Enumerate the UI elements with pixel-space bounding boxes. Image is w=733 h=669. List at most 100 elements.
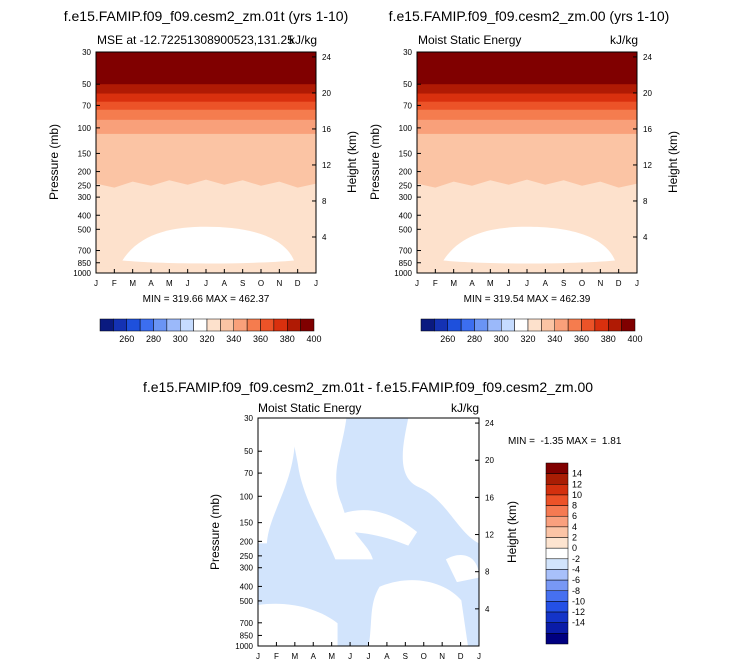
x-tick-label: A bbox=[311, 652, 317, 661]
colorbar-cell bbox=[99, 318, 114, 332]
x-tick-label: J bbox=[186, 279, 190, 288]
colorbar-label: 280 bbox=[467, 334, 482, 344]
panel-1-subtitle-right: kJ/kg bbox=[289, 33, 317, 47]
colorbar-cell bbox=[545, 505, 569, 517]
mse-band bbox=[96, 119, 316, 135]
x-tick-label: S bbox=[561, 279, 566, 288]
y-tick-label: 500 bbox=[399, 225, 413, 234]
mse-band bbox=[417, 84, 637, 95]
y-tick-label: 850 bbox=[399, 259, 413, 268]
panel-1-colorbar: 260 280 300 320 340 360 380 400 bbox=[99, 318, 322, 344]
panel-diff-plot-area bbox=[258, 418, 479, 646]
diff-positive-region bbox=[402, 418, 479, 544]
colorbar-cell bbox=[126, 318, 141, 332]
colorbar-label: 380 bbox=[280, 334, 295, 344]
y-tick-label: 400 bbox=[78, 211, 92, 220]
y-tick-label: 150 bbox=[240, 519, 254, 528]
panel-1-title: f.e15.FAMIP.f09_f09.cesm2_zm.01t (yrs 1-… bbox=[64, 8, 349, 24]
panel-1-ylabel-right: Height (km) bbox=[345, 131, 359, 193]
x-tick-label: A bbox=[148, 279, 154, 288]
colorbar-cell bbox=[545, 484, 569, 496]
panel-2-colorbar: 260 280 300 320 340 360 380 400 bbox=[420, 318, 643, 344]
panel-diff-axes: J F M A M J J A S O N D J 30 50 70 100 150 200 250 300 400 500… bbox=[235, 414, 494, 661]
colorbar-label: 300 bbox=[173, 334, 188, 344]
x-tick-label: N bbox=[276, 279, 282, 288]
colorbar-cell bbox=[545, 473, 569, 485]
colorbar-label: 320 bbox=[520, 334, 535, 344]
x-tick-label: M bbox=[291, 652, 298, 661]
colorbar-cell bbox=[545, 526, 569, 538]
panel-2-stats: MIN = 319.54 MAX = 462.39 bbox=[464, 294, 591, 305]
y-right-tick-label: 24 bbox=[643, 53, 652, 62]
y-tick-label: 850 bbox=[240, 631, 254, 640]
y-tick-label: 200 bbox=[78, 168, 92, 177]
y-tick-label: 150 bbox=[78, 149, 92, 158]
colorbar-cell bbox=[447, 318, 462, 332]
x-tick-label: F bbox=[112, 279, 117, 288]
y-tick-label: 1000 bbox=[394, 269, 412, 278]
diff-positive-region bbox=[258, 603, 338, 646]
colorbar-cell bbox=[541, 318, 555, 332]
x-tick-label: A bbox=[384, 652, 390, 661]
y-tick-label: 500 bbox=[78, 225, 92, 234]
colorbar-cell bbox=[273, 318, 288, 332]
colorbar-label: 340 bbox=[547, 334, 562, 344]
y-right-tick-label: 24 bbox=[485, 419, 494, 428]
x-tick-label: A bbox=[543, 279, 549, 288]
panel-2-ylabel: Pressure (mb) bbox=[368, 124, 382, 200]
y-tick-label: 200 bbox=[240, 537, 254, 546]
colorbar-label: 280 bbox=[146, 334, 161, 344]
y-right-tick-label: 12 bbox=[485, 531, 494, 540]
x-tick-label: D bbox=[295, 279, 301, 288]
colorbar-cell bbox=[139, 318, 154, 332]
x-tick-label: A bbox=[222, 279, 228, 288]
colorbar-cell bbox=[300, 318, 315, 332]
colorbar-label: 400 bbox=[306, 334, 321, 344]
y-right-tick-label: 20 bbox=[322, 89, 331, 98]
x-tick-label: M bbox=[166, 279, 173, 288]
x-tick-label: J bbox=[415, 279, 419, 288]
colorbar-cell bbox=[260, 318, 275, 332]
colorbar-label: 8 bbox=[572, 501, 577, 511]
colorbar-label: -14 bbox=[572, 618, 585, 628]
panel-2-plot-area bbox=[417, 52, 637, 273]
mse-band bbox=[417, 119, 637, 135]
x-tick-label: M bbox=[450, 279, 457, 288]
x-tick-label: O bbox=[258, 279, 264, 288]
x-tick-label: J bbox=[204, 279, 208, 288]
colorbar-cell bbox=[567, 318, 582, 332]
y-tick-label: 70 bbox=[403, 101, 412, 110]
colorbar-label: 14 bbox=[572, 469, 582, 479]
colorbar-cell bbox=[460, 318, 475, 332]
y-tick-label: 850 bbox=[78, 259, 92, 268]
panel-diff-title: f.e15.FAMIP.f09_f09.cesm2_zm.01t - f.e15… bbox=[143, 379, 593, 395]
colorbar-label: 260 bbox=[119, 334, 134, 344]
x-tick-label: M bbox=[129, 279, 136, 288]
colorbar-cell bbox=[287, 318, 301, 332]
colorbar-label: 360 bbox=[253, 334, 268, 344]
x-tick-label: D bbox=[458, 652, 464, 661]
colorbar-label: -6 bbox=[572, 575, 580, 585]
colorbar-label: 10 bbox=[572, 490, 582, 500]
y-tick-label: 250 bbox=[399, 182, 413, 191]
colorbar-cell bbox=[545, 622, 569, 634]
colorbar-cell bbox=[545, 494, 569, 506]
mse-band bbox=[96, 93, 316, 103]
mse-band bbox=[417, 52, 637, 85]
colorbar-cell bbox=[514, 318, 529, 332]
y-right-tick-label: 8 bbox=[322, 197, 327, 206]
colorbar-cell bbox=[608, 318, 622, 332]
x-tick-label: S bbox=[403, 652, 408, 661]
y-tick-label: 50 bbox=[244, 447, 253, 456]
y-tick-label: 1000 bbox=[73, 269, 91, 278]
colorbar-label: -4 bbox=[572, 564, 580, 574]
mse-band bbox=[96, 52, 316, 85]
x-tick-label: J bbox=[507, 279, 511, 288]
mse-band bbox=[96, 101, 316, 111]
x-tick-label: J bbox=[367, 652, 371, 661]
colorbar-label: 360 bbox=[574, 334, 589, 344]
colorbar-cell bbox=[581, 318, 596, 332]
panel-2-subtitle-right: kJ/kg bbox=[610, 33, 638, 47]
y-tick-label: 30 bbox=[82, 48, 91, 57]
y-tick-label: 300 bbox=[240, 564, 254, 573]
